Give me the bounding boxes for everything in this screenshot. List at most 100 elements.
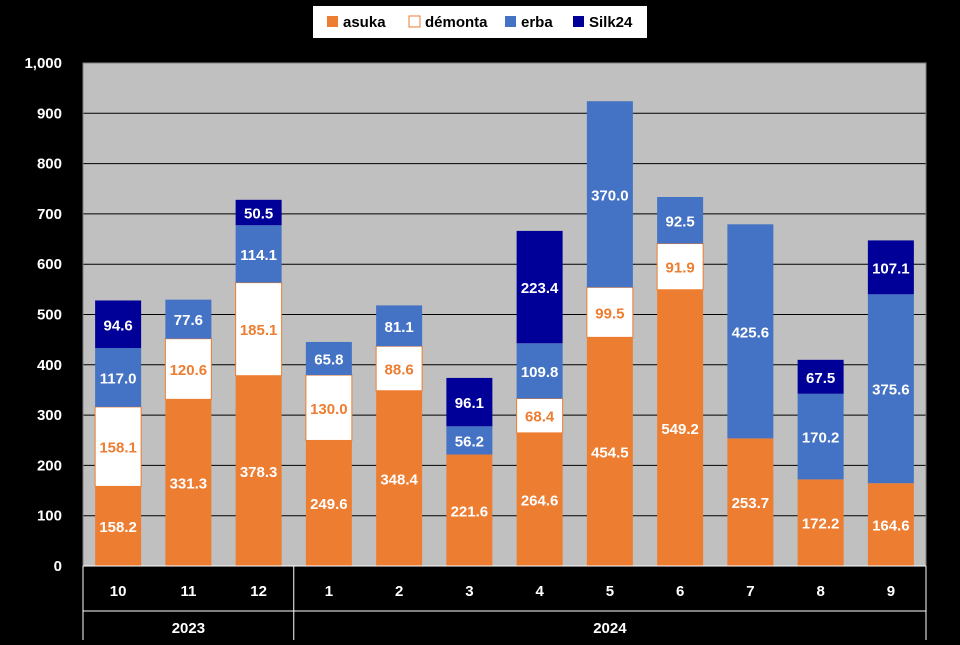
- bar-segment-asuka: [235, 375, 282, 566]
- bar-segment-erba: [165, 299, 212, 339]
- bar-segment-asuka: [586, 337, 633, 566]
- data-label: 109.8: [521, 364, 559, 381]
- bar-segment-asuka: [867, 483, 914, 566]
- x-tick-label: 3: [465, 583, 473, 600]
- data-label: 158.1: [99, 440, 137, 457]
- bar-segment-silk24: [95, 300, 142, 349]
- legend-swatch-erba: [505, 16, 516, 27]
- data-label: 164.6: [872, 518, 910, 535]
- data-label: 65.8: [314, 352, 343, 369]
- x-group-label: 2023: [172, 620, 205, 637]
- bar-segment-silk24: [235, 199, 282, 226]
- bar-segment-silk24: [867, 240, 914, 295]
- y-tick-label: 700: [37, 206, 62, 223]
- bar-segment-d-monta: [235, 282, 283, 377]
- bar-segment-silk24: [516, 230, 563, 344]
- data-label: 370.0: [591, 187, 629, 204]
- bar-segment-silk24: [797, 359, 844, 394]
- bar-segment-erba: [657, 196, 704, 244]
- data-label: 221.6: [451, 503, 489, 520]
- data-label: 264.6: [521, 492, 559, 509]
- data-label: 172.2: [802, 516, 840, 533]
- data-label: 375.6: [872, 382, 910, 399]
- data-label: 425.6: [732, 324, 770, 341]
- bar-segment-asuka: [305, 440, 352, 566]
- legend-swatch-asuka: [327, 16, 338, 27]
- data-label: 107.1: [872, 260, 910, 277]
- bar-segment-d-monta: [164, 338, 212, 400]
- data-label: 81.1: [385, 319, 414, 336]
- data-label: 549.2: [661, 421, 699, 438]
- data-label: 331.3: [170, 476, 208, 493]
- bar-segment-d-monta: [94, 406, 142, 487]
- bar-segment-erba: [797, 393, 844, 480]
- bar-segment-erba: [446, 426, 493, 455]
- data-label: 130.0: [310, 401, 348, 418]
- bar-segment-asuka: [797, 479, 844, 566]
- data-label: 50.5: [244, 206, 273, 223]
- y-tick-label: 1,000: [24, 55, 62, 72]
- bar-segment-asuka: [95, 486, 142, 566]
- bar-segment-d-monta: [586, 286, 634, 338]
- data-label: 378.3: [240, 464, 278, 481]
- data-label: 117.0: [100, 370, 137, 387]
- data-label: 92.5: [666, 213, 695, 230]
- bar-segment-asuka: [446, 454, 493, 566]
- data-label: 94.6: [104, 317, 133, 334]
- data-label: 249.6: [310, 496, 348, 513]
- data-label: 253.7: [732, 495, 770, 512]
- legend-swatch-d-monta: [408, 15, 421, 28]
- legend-label: démonta: [425, 14, 488, 31]
- y-tick-label: 800: [37, 156, 62, 173]
- data-label: 223.4: [521, 280, 559, 297]
- data-label: 77.6: [174, 312, 203, 329]
- data-label: 56.2: [455, 433, 484, 450]
- legend-label: erba: [521, 14, 553, 31]
- y-tick-label: 500: [37, 307, 62, 324]
- bar-segment-asuka: [727, 438, 774, 566]
- legend-box: [313, 6, 647, 38]
- bar-segment-erba: [586, 101, 633, 288]
- bar-segment-erba: [376, 305, 423, 347]
- bar-segment-erba: [95, 348, 142, 407]
- y-tick-label: 100: [37, 508, 62, 525]
- y-tick-label: 400: [37, 357, 62, 374]
- data-label: 348.4: [380, 471, 418, 488]
- x-group-label: 2024: [593, 620, 627, 637]
- x-tick-label: 4: [535, 583, 544, 600]
- legend-label: Silk24: [589, 14, 633, 31]
- y-tick-label: 0: [54, 558, 62, 575]
- data-label: 96.1: [455, 395, 484, 412]
- x-tick-label: 9: [887, 583, 895, 600]
- bar-segment-erba: [867, 294, 914, 484]
- data-label: 120.6: [170, 362, 208, 379]
- bar-segment-erba: [727, 224, 774, 439]
- bar-segment-asuka: [376, 390, 423, 566]
- data-label: 114.1: [240, 247, 277, 264]
- data-label: 67.5: [806, 370, 835, 387]
- x-tick-label: 10: [110, 583, 127, 600]
- bar-segment-asuka: [516, 432, 563, 566]
- data-label: 88.6: [385, 361, 414, 378]
- bar-segment-erba: [305, 341, 352, 376]
- x-tick-label: 5: [606, 583, 614, 600]
- x-tick-label: 6: [676, 583, 684, 600]
- data-label: 99.5: [595, 305, 624, 322]
- y-tick-label: 300: [37, 407, 62, 424]
- bar-segment-silk24: [446, 377, 493, 427]
- x-tick-label: 7: [746, 583, 754, 600]
- data-label: 454.5: [591, 445, 629, 462]
- y-tick-label: 600: [37, 256, 62, 273]
- bar-segment-erba: [516, 343, 563, 399]
- data-label: 170.2: [802, 430, 840, 447]
- bar-segment-d-monta: [656, 243, 704, 291]
- x-tick-label: 11: [180, 583, 196, 600]
- bar-segment-d-monta: [305, 374, 353, 441]
- legend-label: asuka: [343, 14, 386, 31]
- bar-segment-asuka: [657, 289, 704, 566]
- data-label: 91.9: [666, 260, 695, 277]
- data-label: 185.1: [240, 322, 278, 339]
- y-tick-label: 200: [37, 457, 62, 474]
